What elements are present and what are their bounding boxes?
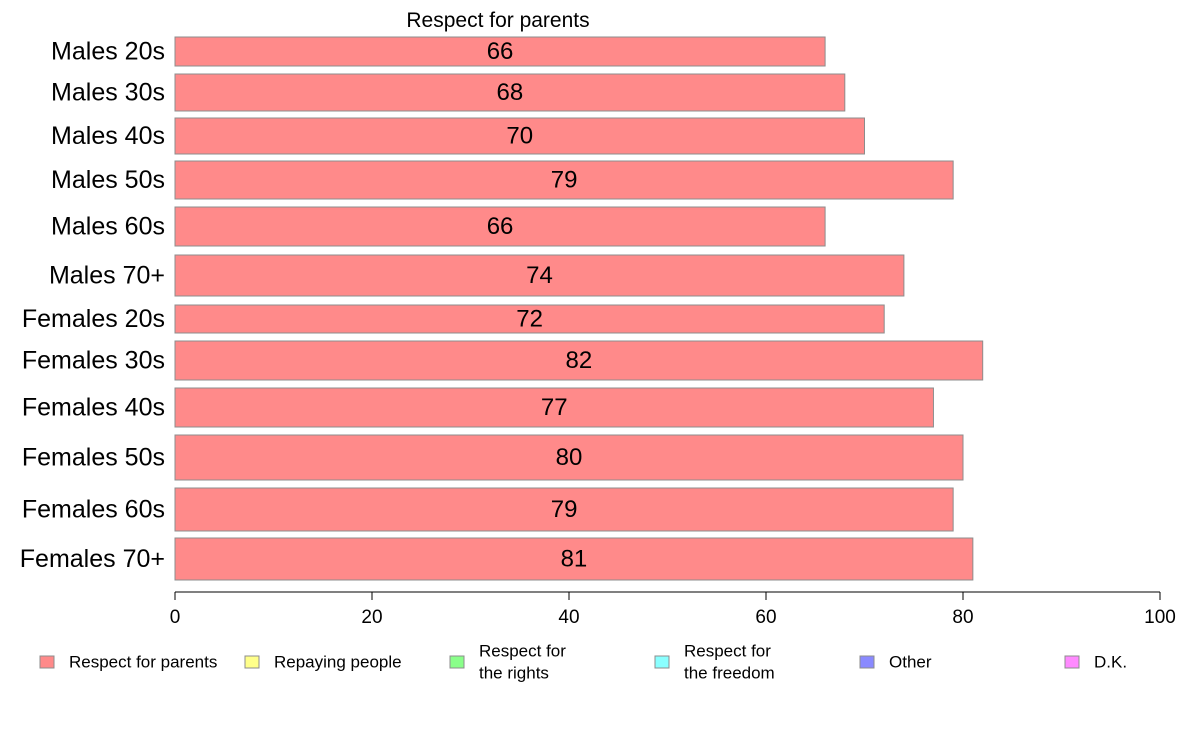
value-label: 80 xyxy=(556,444,583,471)
category-label: Females 70+ xyxy=(20,545,165,573)
bar-group: Females 20s 72 xyxy=(22,304,885,334)
legend-item: D.K. xyxy=(1064,653,1127,672)
legend-label: Respect for parents xyxy=(69,653,217,672)
category-label: Males 60s xyxy=(51,213,165,241)
x-tick-label: 60 xyxy=(755,607,776,628)
value-label: 77 xyxy=(541,394,568,421)
legend-label: Respect for xyxy=(479,642,566,661)
value-label: 82 xyxy=(565,347,592,374)
value-label: 74 xyxy=(526,262,553,289)
category-label: Males 70+ xyxy=(49,262,165,290)
bar xyxy=(174,340,984,381)
x-tick-label: 100 xyxy=(1144,607,1176,628)
bar xyxy=(174,254,905,297)
bar xyxy=(174,487,954,532)
bar-group: Females 30s 82 xyxy=(22,340,984,381)
value-label: 66 xyxy=(487,38,514,65)
value-label: 81 xyxy=(561,546,588,573)
legend-label: the rights xyxy=(479,664,549,683)
bar-group: Females 60s 79 xyxy=(22,487,954,532)
x-axis: 0 20 40 60 80 100 xyxy=(170,591,1176,628)
bars-layer: Males 20s 66 Males 30s 68 Males 40s 70 Males 5… xyxy=(20,36,984,581)
legend-swatch xyxy=(654,655,670,669)
bar xyxy=(174,36,826,67)
legend: Respect for parents Repaying people Respec… xyxy=(39,642,1127,683)
category-label: Females 60s xyxy=(22,496,165,524)
value-label: 79 xyxy=(551,167,578,194)
bar-group: Males 30s 68 xyxy=(51,73,846,112)
bar-group: Females 70+ 81 xyxy=(20,537,974,581)
legend-label: D.K. xyxy=(1094,653,1127,672)
legend-swatch xyxy=(244,655,260,669)
category-label: Males 30s xyxy=(51,79,165,107)
bar-group: Males 50s 79 xyxy=(51,160,954,200)
value-label: 70 xyxy=(506,123,533,150)
legend-swatch xyxy=(449,655,465,669)
legend-label: the freedom xyxy=(684,664,775,683)
legend-label: Respect for xyxy=(684,642,771,661)
bar-group: Females 50s 80 xyxy=(22,434,964,481)
legend-item: Respect for the rights xyxy=(449,642,566,683)
bar xyxy=(174,73,846,112)
value-label: 68 xyxy=(497,79,524,106)
bar xyxy=(174,537,974,581)
x-tick-label: 40 xyxy=(558,607,579,628)
bar-group: Females 40s 77 xyxy=(22,387,934,428)
x-tick-label: 0 xyxy=(170,607,181,628)
bar xyxy=(174,387,934,428)
legend-item: Respect for parents xyxy=(39,653,217,672)
bar xyxy=(174,304,885,334)
bar xyxy=(174,434,964,481)
legend-label: Repaying people xyxy=(274,653,402,672)
category-label: Females 50s xyxy=(22,444,165,472)
category-label: Males 50s xyxy=(51,166,165,194)
bar-group: Males 60s 66 xyxy=(51,206,826,247)
category-label: Females 20s xyxy=(22,305,165,333)
category-label: Males 20s xyxy=(51,38,165,66)
legend-item: Other xyxy=(859,653,932,672)
bar-group: Males 40s 70 xyxy=(51,117,865,155)
chart-title: Respect for parents xyxy=(406,9,589,32)
category-label: Females 30s xyxy=(22,347,165,375)
value-label: 72 xyxy=(516,306,543,333)
category-label: Males 40s xyxy=(51,122,165,150)
bar xyxy=(174,117,865,155)
legend-swatch xyxy=(1064,655,1080,669)
legend-item: Repaying people xyxy=(244,653,402,672)
category-label: Females 40s xyxy=(22,394,165,422)
legend-item: Respect for the freedom xyxy=(654,642,775,683)
bar xyxy=(174,206,826,247)
value-label: 66 xyxy=(487,213,514,240)
legend-label: Other xyxy=(889,653,932,672)
x-tick-label: 80 xyxy=(952,607,973,628)
legend-swatch xyxy=(859,655,875,669)
legend-swatch xyxy=(39,655,55,669)
value-label: 79 xyxy=(551,496,578,523)
bar-group: Males 70+ 74 xyxy=(49,254,905,297)
bar xyxy=(174,160,954,200)
bar-group: Males 20s 66 xyxy=(51,36,826,67)
x-tick-label: 20 xyxy=(361,607,382,628)
